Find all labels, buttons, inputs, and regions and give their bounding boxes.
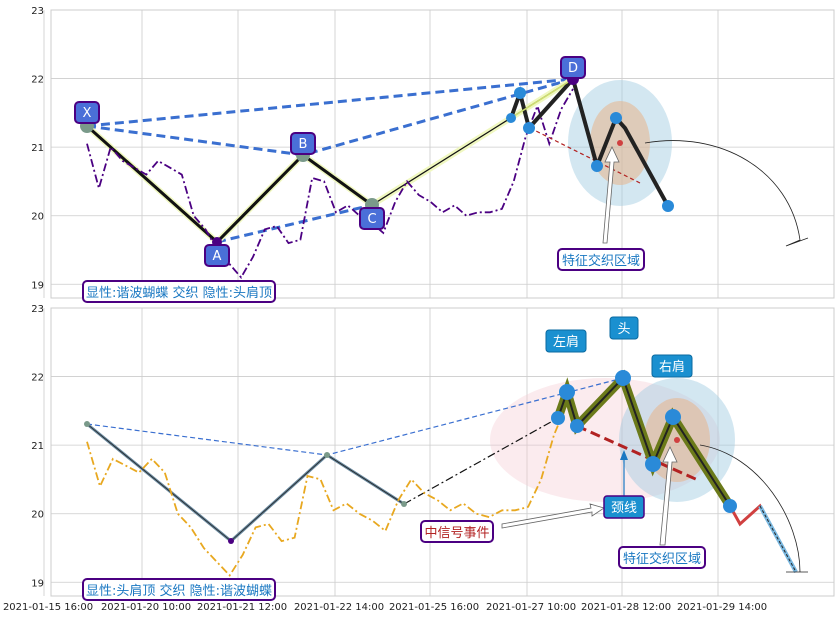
bottom-zone-center — [674, 437, 680, 443]
x-axis-ticks: 2021-01-15 16:00 2021-01-20 10:00 2021-01-… — [3, 602, 767, 613]
top-hs-point — [591, 160, 603, 172]
y-tick-label: 22 — [31, 373, 44, 384]
y-tick-label: 19 — [31, 280, 44, 291]
top-hs-point — [610, 112, 622, 124]
top-label-c: C — [359, 207, 385, 230]
top-zone-annotation: 特征交织区域 — [557, 248, 645, 271]
label-signal-event: 中信号事件 — [420, 520, 494, 543]
bottom-zone-annotation-text: 特征交织区域 — [623, 551, 701, 567]
x-tick-label: 2021-01-20 10:00 — [101, 602, 191, 613]
y-tick-label: 20 — [31, 510, 44, 521]
top-label-x-text: X — [83, 106, 92, 121]
top-caption: 显性:谐波蝴蝶 交织 隐性:头肩顶 — [82, 280, 276, 303]
bottom-caption-text: 显性:头肩顶 交织 隐性:谐波蝴蝶 — [86, 583, 272, 599]
x-tick-label: 2021-01-27 10:00 — [486, 602, 576, 613]
top-label-x: X — [74, 101, 100, 124]
top-label-b: B — [290, 132, 316, 155]
bottom-signal-arrow — [501, 503, 605, 529]
bottom-hs-point — [570, 419, 584, 433]
bottom-pivot — [324, 452, 330, 458]
y-tick-label: 22 — [31, 75, 44, 86]
top-harmonic-xd — [86, 77, 574, 128]
y-tick-label: 20 — [31, 212, 44, 223]
top-projection-arc — [644, 140, 809, 247]
top-hs-structure — [509, 74, 670, 207]
bottom-zone-annotation: 特征交织区域 — [618, 546, 706, 569]
label-left-shoulder: 左肩 — [545, 329, 587, 353]
y-tick-label: 21 — [31, 143, 44, 154]
bottom-zone-arrow — [659, 446, 678, 546]
label-signal-event-text: 中信号事件 — [424, 526, 489, 541]
label-left-shoulder-text: 左肩 — [553, 334, 579, 350]
bottom-hs-extension-dash — [759, 505, 797, 573]
x-tick-label: 2021-01-25 16:00 — [389, 602, 479, 613]
bottom-neckline-arrowhead — [620, 450, 628, 460]
label-neckline-text: 颈线 — [611, 501, 637, 516]
top-label-a: A — [204, 244, 230, 267]
top-hs-thin — [510, 78, 574, 119]
bottom-projection-arc — [699, 444, 808, 573]
top-zone-center — [617, 140, 623, 146]
y-tick-label: 19 — [31, 578, 44, 589]
bottom-price-line — [86, 403, 568, 577]
top-price-line — [86, 88, 574, 279]
label-right-shoulder-text: 右肩 — [659, 359, 685, 375]
bottom-pivot — [84, 421, 90, 427]
top-hs-point — [514, 87, 526, 99]
bottom-caption: 显性:头肩顶 交织 隐性:谐波蝴蝶 — [82, 578, 276, 601]
x-tick-label: 2021-01-22 14:00 — [294, 602, 384, 613]
bottom-hs-point — [723, 499, 737, 513]
top-label-b-text: B — [299, 137, 308, 152]
bottom-harmonic-cd — [403, 417, 559, 505]
label-neckline: 颈线 — [603, 495, 645, 519]
top-caption-text: 显性:谐波蝴蝶 交织 隐性:头肩顶 — [86, 285, 272, 301]
x-tick-label: 2021-01-21 12:00 — [197, 602, 287, 613]
x-tick-label: 2021-01-28 12:00 — [581, 602, 671, 613]
bottom-pivot — [401, 501, 407, 507]
y-tick-label: 21 — [31, 441, 44, 452]
top-label-d: D — [560, 56, 586, 79]
top-hs-point — [506, 113, 516, 123]
top-label-d-text: D — [568, 61, 578, 76]
top-zone-arrow — [602, 146, 620, 244]
top-label-a-text: A — [213, 249, 222, 264]
bottom-harmonic-legs-core — [86, 423, 405, 542]
y-axis-ticks: 19 20 21 22 23 19 20 21 22 23 — [31, 6, 44, 589]
bottom-pivot — [228, 538, 234, 544]
label-head-text: 头 — [617, 322, 630, 337]
bottom-panel — [84, 369, 808, 577]
top-hs-point — [662, 200, 674, 212]
x-tick-label: 2021-01-29 14:00 — [677, 602, 767, 613]
y-tick-label: 23 — [31, 304, 44, 315]
x-tick-label: 2021-01-15 16:00 — [3, 602, 93, 613]
bottom-hs-point — [665, 409, 681, 425]
top-zone-annotation-text: 特征交织区域 — [562, 253, 640, 269]
label-right-shoulder: 右肩 — [651, 354, 693, 378]
bottom-hs-point — [615, 370, 631, 386]
y-tick-label: 23 — [31, 6, 44, 17]
top-label-c-text: C — [367, 212, 376, 227]
bottom-hs-point — [559, 384, 575, 400]
bottom-hs-point — [551, 411, 565, 425]
bottom-hs-point — [645, 456, 661, 472]
top-hs-point — [523, 122, 535, 134]
top-panel-frame — [50, 9, 835, 299]
bottom-neckline — [576, 424, 701, 483]
top-harmonic-leg-bc — [302, 153, 373, 207]
label-head: 头 — [609, 316, 639, 340]
top-panel — [80, 73, 809, 279]
